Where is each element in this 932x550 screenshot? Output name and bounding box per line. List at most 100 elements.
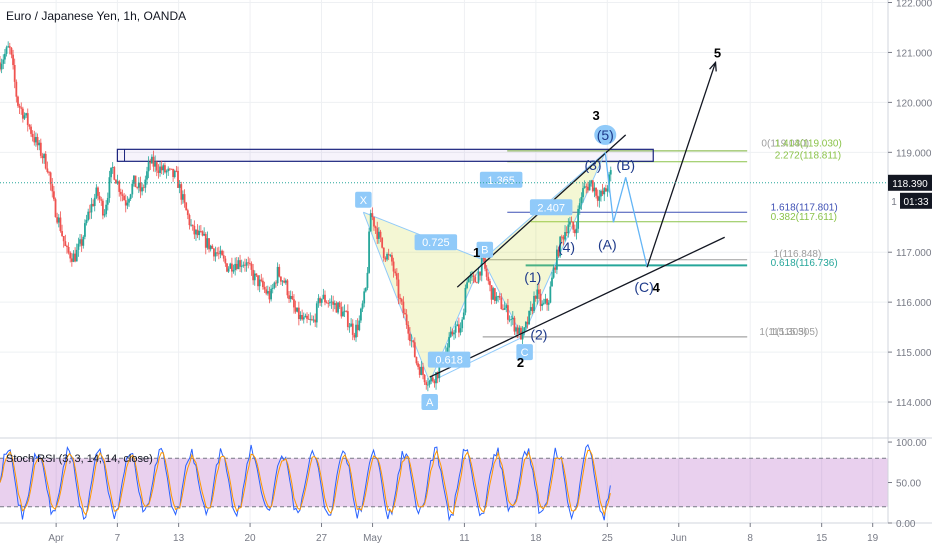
candle-body (12, 54, 14, 66)
candle-body (168, 168, 171, 170)
candle-body (121, 194, 124, 196)
wave-label: (A) (598, 237, 617, 253)
candle-body (458, 324, 460, 333)
harmonic-pattern (362, 151, 606, 384)
candle-body (263, 287, 266, 290)
projection-path (604, 152, 648, 268)
candle-body (186, 210, 189, 216)
candle-body (10, 47, 13, 55)
candle-body (170, 168, 173, 170)
candle-body (538, 289, 540, 294)
candle-body (500, 297, 503, 310)
price-series (0, 41, 612, 392)
candle-body (353, 334, 356, 338)
harmonic-ratio-ac (429, 336, 523, 383)
candle-body (294, 307, 297, 312)
candle-body (115, 179, 117, 184)
candle-body (533, 295, 535, 312)
wave-label: 3 (592, 108, 599, 123)
candle-body (454, 326, 457, 333)
candle-body (469, 275, 472, 279)
countdown-value: 01:33 (903, 197, 928, 208)
candle-body (322, 294, 325, 299)
time-tick-label: 7 (115, 533, 121, 544)
candle-body (301, 315, 304, 320)
candle-body (229, 263, 232, 269)
candle-body (82, 236, 85, 246)
candle-body (59, 217, 62, 232)
candle-body (475, 282, 478, 284)
ratio-label-bg (427, 351, 471, 368)
candle-body (391, 255, 393, 262)
candle-body (404, 312, 406, 315)
candle-body (377, 231, 380, 239)
candle-body (467, 278, 470, 283)
time-tick-label: May (363, 533, 382, 544)
candle-body (477, 271, 480, 283)
last-price-value: 118.390 (892, 179, 928, 190)
candle-body (85, 219, 88, 224)
candle-body (489, 281, 491, 286)
candle-body (201, 231, 204, 236)
candle-body (77, 243, 80, 250)
candle-body (255, 273, 258, 276)
candle-body (262, 280, 264, 288)
candle-body (49, 172, 52, 185)
candle-body (524, 321, 527, 328)
candle-body (87, 211, 90, 220)
candle-body (247, 262, 250, 264)
candle-body (35, 136, 37, 143)
stoch-band-ext (611, 458, 888, 507)
candle-body (270, 288, 272, 300)
candle-body (487, 276, 490, 282)
candle-body (15, 81, 18, 97)
candle-body (435, 372, 437, 384)
candle-body (206, 238, 209, 248)
candle-body (333, 303, 336, 305)
candle-body (449, 331, 452, 337)
candle-body (399, 297, 402, 300)
candle-body (248, 263, 251, 264)
candle-body (456, 324, 459, 327)
time-tick-label: 13 (173, 533, 185, 544)
candle-body (485, 268, 488, 277)
candle-body (139, 182, 142, 192)
price-tick-label: 122.000 (896, 0, 932, 9)
countdown-tag (900, 192, 932, 209)
candle-body (185, 202, 188, 211)
candle-body (320, 298, 323, 303)
candle-body (567, 224, 570, 234)
candle-body (273, 282, 276, 288)
candle-body (38, 142, 41, 146)
time-tick-label: 11 (459, 533, 470, 544)
countdown-prefix: 1 (891, 197, 897, 208)
candle-body (397, 279, 400, 298)
candle-body (309, 319, 312, 321)
candle-body (409, 333, 411, 341)
candle-body (231, 263, 233, 272)
candle-body (244, 264, 246, 266)
candle-body (80, 239, 83, 246)
candle-body (190, 224, 192, 226)
candle-body (479, 271, 482, 276)
candle-body (428, 381, 431, 385)
candle-body (191, 224, 194, 226)
candle-body (67, 246, 70, 253)
candle-body (75, 249, 78, 262)
candle-body (319, 298, 321, 303)
candle-body (374, 226, 377, 229)
candle-body (152, 156, 155, 167)
candle-body (600, 190, 602, 197)
candle-body (510, 319, 513, 320)
candle-body (211, 245, 214, 249)
candle-body (562, 236, 565, 240)
candle-body (325, 302, 328, 304)
candle-body (178, 184, 181, 188)
ratio-label: 2.407 (537, 202, 565, 214)
time-tick-label: 27 (316, 533, 328, 544)
candle-body (551, 277, 553, 287)
candle-body (529, 307, 532, 311)
candle-body (306, 315, 308, 319)
candle-body (46, 168, 49, 172)
